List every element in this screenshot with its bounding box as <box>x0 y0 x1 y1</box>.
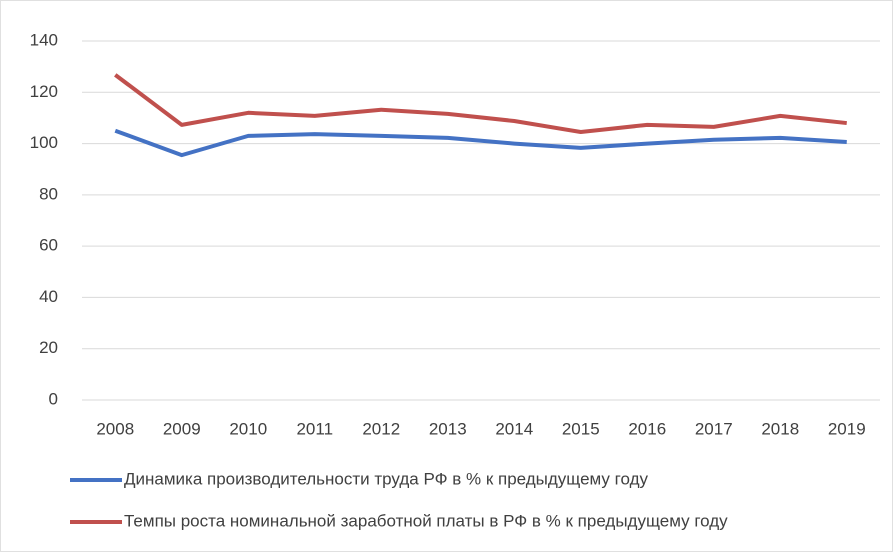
y-tick-label: 60 <box>39 236 58 255</box>
x-tick-label: 2011 <box>296 419 333 438</box>
legend-label: Темпы роста номинальной заработной платы… <box>124 511 728 530</box>
legend-label: Динамика производительности труда РФ в %… <box>124 469 648 488</box>
series-line <box>114 73 847 135</box>
x-tick-label: 2009 <box>163 419 201 438</box>
x-tick-label: 2014 <box>495 419 533 438</box>
series-line <box>114 128 847 158</box>
x-tick-label: 2015 <box>562 419 600 438</box>
x-tick-label: 2013 <box>429 419 467 438</box>
y-tick-label: 20 <box>39 338 58 357</box>
y-tick-label: 0 <box>49 389 58 408</box>
y-tick-label: 120 <box>30 82 58 101</box>
y-tick-label: 80 <box>39 184 58 203</box>
y-tick-label: 140 <box>30 30 58 49</box>
x-tick-label: 2017 <box>695 419 733 438</box>
x-tick-label: 2018 <box>761 419 799 438</box>
x-tick-label: 2010 <box>229 419 267 438</box>
x-tick-label: 2019 <box>828 419 866 438</box>
y-tick-label: 40 <box>39 287 58 306</box>
y-tick-label: 100 <box>30 133 58 152</box>
x-tick-label: 2016 <box>628 419 666 438</box>
x-tick-label: 2008 <box>96 419 134 438</box>
x-tick-label: 2012 <box>362 419 400 438</box>
